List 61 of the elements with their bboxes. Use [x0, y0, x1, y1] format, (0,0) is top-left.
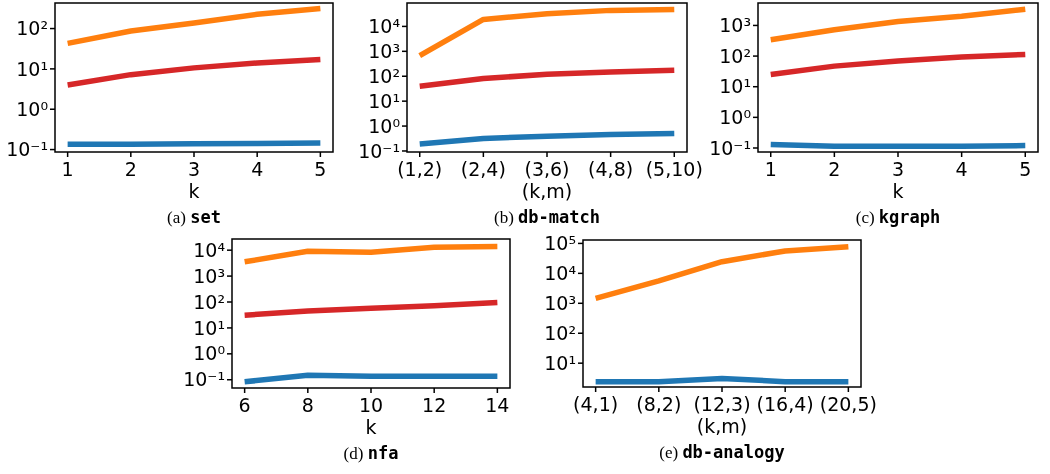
x-tick-label: (3,6) [524, 158, 570, 180]
x-tick-label: 2 [124, 158, 137, 180]
text: (b) db-match [494, 207, 600, 227]
y-tick-label: 10¹ [368, 89, 400, 112]
y-tick-label: 10² [368, 64, 400, 87]
y-tick-label: 10³ [544, 291, 576, 314]
x-tick-label: (2,4) [460, 158, 506, 180]
x-tick-label: 14 [485, 394, 510, 416]
y-tick-label: 10⁴ [544, 262, 577, 284]
text: (a) set [167, 207, 221, 227]
y-tick-label: 10² [193, 290, 225, 313]
y-tick-label: 10² [544, 321, 576, 344]
text: (e) db-analogy [659, 442, 785, 462]
y-tick-label: 10¹ [719, 75, 751, 98]
text: (c) kgraph [855, 207, 941, 227]
x-axis-title: (k,m) [696, 415, 748, 437]
x-tick-label: 5 [1019, 158, 1032, 180]
x-tick-label: 8 [301, 394, 314, 416]
x-tick-label: (16,4) [756, 393, 814, 415]
y-tick-label: 10³ [368, 39, 400, 62]
y-tick-label: 10³ [193, 264, 225, 287]
y-tick-label: 10³ [719, 14, 751, 37]
x-tick-label: (12,3) [693, 393, 751, 415]
y-tick-label: 10⁰ [16, 97, 48, 120]
y-tick-label: 10⁻¹ [183, 368, 225, 391]
y-tick-label: 10² [719, 44, 751, 67]
x-tick-label: (5,10) [645, 158, 703, 180]
y-tick-label: 10¹ [16, 57, 48, 80]
x-tick-label: (4,8) [588, 158, 634, 180]
y-tick-label: 10⁰ [193, 342, 225, 365]
y-tick-label: 10⁻¹ [6, 138, 48, 161]
x-tick-label: 12 [422, 394, 447, 416]
x-axis-title: (k,m) [521, 180, 573, 202]
y-tick-label: 10⁵ [544, 232, 576, 255]
x-tick-label: 3 [187, 158, 201, 180]
y-tick-label: 10⁻¹ [709, 136, 751, 159]
x-axis-title: k [892, 180, 904, 202]
x-tick-label: (4,1) [573, 393, 619, 415]
x-tick-label: 4 [955, 158, 968, 180]
x-tick-label: 1 [61, 158, 74, 180]
y-tick-label: 10⁻¹ [358, 139, 400, 162]
x-tick-label: (20,5) [819, 393, 877, 415]
x-tick-label: 2 [828, 158, 841, 180]
y-tick-label: 10⁴ [193, 238, 226, 261]
x-tick-label: (1,2) [397, 158, 443, 180]
y-tick-label: 10⁰ [719, 106, 751, 128]
text: (d) nfa [343, 443, 399, 463]
x-tick-label: 3 [891, 158, 905, 180]
x-tick-label: (8,2) [636, 393, 682, 415]
y-tick-label: 10² [16, 17, 48, 40]
x-tick-label: 6 [238, 394, 251, 416]
x-tick-label: 5 [314, 158, 327, 180]
x-tick-label: 4 [251, 158, 264, 180]
y-tick-label: 10⁰ [368, 114, 400, 137]
y-tick-label: 10¹ [544, 351, 576, 374]
y-tick-label: 10⁴ [368, 15, 401, 38]
x-tick-label: 10 [358, 394, 384, 416]
x-axis-title: k [188, 180, 200, 202]
x-tick-label: 1 [764, 158, 777, 180]
x-axis-title: k [365, 416, 377, 438]
y-tick-label: 10¹ [193, 316, 225, 339]
